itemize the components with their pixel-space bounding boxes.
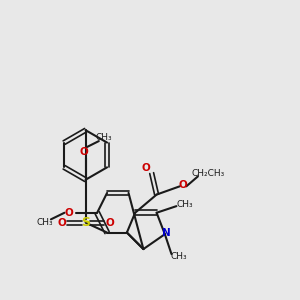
Text: CH₃: CH₃ (95, 133, 112, 142)
Text: CH₃: CH₃ (170, 252, 187, 261)
Text: O: O (178, 180, 188, 190)
Text: O: O (105, 218, 114, 228)
Text: O: O (57, 218, 66, 228)
Text: O: O (80, 147, 88, 157)
Text: CH₃: CH₃ (176, 200, 193, 209)
Text: CH₃: CH₃ (36, 218, 52, 227)
Text: O: O (64, 208, 73, 218)
Text: O: O (141, 163, 150, 173)
Text: N: N (162, 228, 171, 238)
Text: CH₂CH₃: CH₂CH₃ (191, 169, 224, 178)
Text: S: S (81, 216, 90, 229)
